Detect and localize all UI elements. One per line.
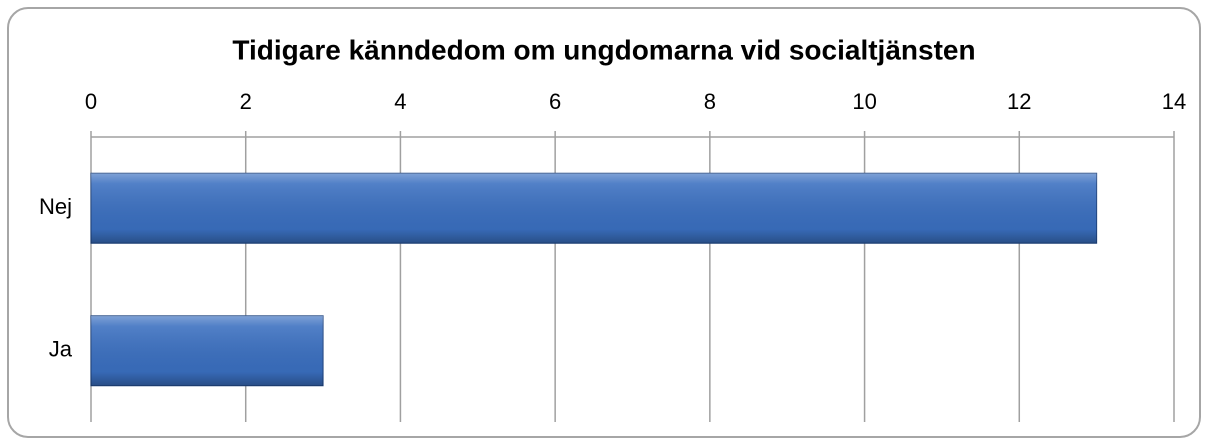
y-tick-label: Ja [49,337,73,362]
bar-shine [91,173,1097,244]
chart-title: Tidigare känndedom om ungdomarna vid soc… [232,34,975,65]
x-tick-label: 14 [1162,89,1186,114]
x-tick-label: 6 [549,89,561,114]
x-tick-label: 0 [85,89,97,114]
y-tick-label: Nej [39,194,72,219]
x-tick-label: 8 [704,89,716,114]
x-tick-label: 2 [240,89,252,114]
x-tick-label: 10 [852,89,876,114]
bar-shine [91,315,324,386]
x-tick-label: 12 [1007,89,1031,114]
x-tick-label: 4 [394,89,406,114]
